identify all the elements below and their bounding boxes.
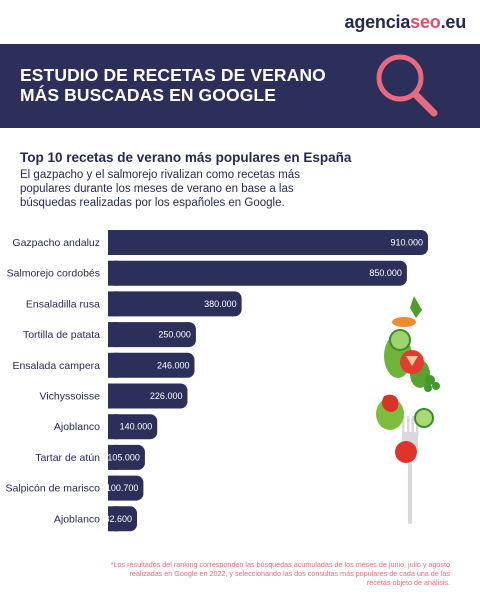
bar-left-edge bbox=[108, 230, 118, 255]
bar-category-label: Salmorejo cordobés bbox=[7, 268, 100, 280]
bar-value-label: 850.000 bbox=[369, 268, 402, 278]
chart-subtitle: Top 10 recetas de verano más populares e… bbox=[20, 150, 352, 165]
bar-category-label: Tortilla de patata bbox=[23, 329, 100, 341]
page-title-line-2: MÁS BUSCADAS EN GOOGLE bbox=[20, 85, 276, 105]
bar-left-edge bbox=[108, 291, 118, 317]
logo-text-accent: seo bbox=[410, 12, 441, 32]
bar-left-edge bbox=[108, 506, 118, 532]
bar-value-label: 246.000 bbox=[157, 360, 190, 370]
bar-value-label: 250.000 bbox=[158, 330, 191, 340]
bar-category-label: Ensaladilla rusa bbox=[26, 298, 100, 310]
bar-value-label: 100.700 bbox=[106, 483, 139, 493]
bar-category-label: Tartar de atún bbox=[35, 452, 100, 464]
bar-left-edge bbox=[108, 383, 118, 409]
logo-text-tld: .eu bbox=[440, 12, 467, 32]
bar-left-edge bbox=[108, 322, 118, 348]
bar-chart: Gazpacho andaluz 910.000 Salmorejo cordobé… bbox=[5, 230, 428, 532]
bar-left-edge bbox=[108, 475, 118, 501]
bar-value-label: 380.000 bbox=[204, 299, 237, 309]
page-title: ESTUDIO DE RECETAS DE VERANO MÁS BUSCADA… bbox=[20, 65, 360, 105]
bar-category-label: Gazpacho andaluz bbox=[12, 237, 100, 249]
page-title-line-1: ESTUDIO DE RECETAS DE VERANO bbox=[20, 65, 326, 85]
header-banner: ESTUDIO DE RECETAS DE VERANO MÁS BUSCADA… bbox=[0, 44, 480, 128]
bar-left-edge bbox=[108, 260, 118, 286]
bar-value-label: 82.600 bbox=[105, 514, 133, 524]
bar-category-label: Vichyssoisse bbox=[40, 391, 101, 403]
bar bbox=[108, 291, 242, 317]
bar bbox=[108, 230, 428, 255]
bar-value-label: 226.000 bbox=[150, 391, 183, 401]
bar bbox=[108, 352, 195, 378]
logo-text-main: agencia bbox=[344, 12, 411, 32]
bar bbox=[108, 414, 158, 440]
bar bbox=[108, 383, 188, 409]
footnote: *Los resultados del ranking corresponden… bbox=[110, 560, 450, 587]
bar-left-edge bbox=[108, 444, 118, 470]
salad-fork-illustration bbox=[376, 296, 440, 524]
bar-category-label: Ajoblanco bbox=[54, 421, 100, 433]
bar-left-edge bbox=[108, 414, 118, 440]
search-icon bbox=[376, 54, 438, 117]
bar-value-label: 105.000 bbox=[107, 452, 140, 462]
chart-description: El gazpacho y el salmorejo rivalizan com… bbox=[20, 169, 300, 209]
bar bbox=[108, 260, 407, 286]
bar-category-label: Ensalada campera bbox=[12, 360, 100, 372]
bar bbox=[108, 322, 196, 348]
bar-category-label: Salpicón de marisco bbox=[5, 483, 100, 495]
bar-category-label: Ajoblanco bbox=[54, 513, 100, 525]
bar-value-label: 140.000 bbox=[120, 422, 153, 432]
brand-logo: agenciaseo.eu bbox=[344, 12, 467, 33]
bar-value-label: 910.000 bbox=[390, 238, 423, 248]
bar-left-edge bbox=[108, 352, 118, 378]
